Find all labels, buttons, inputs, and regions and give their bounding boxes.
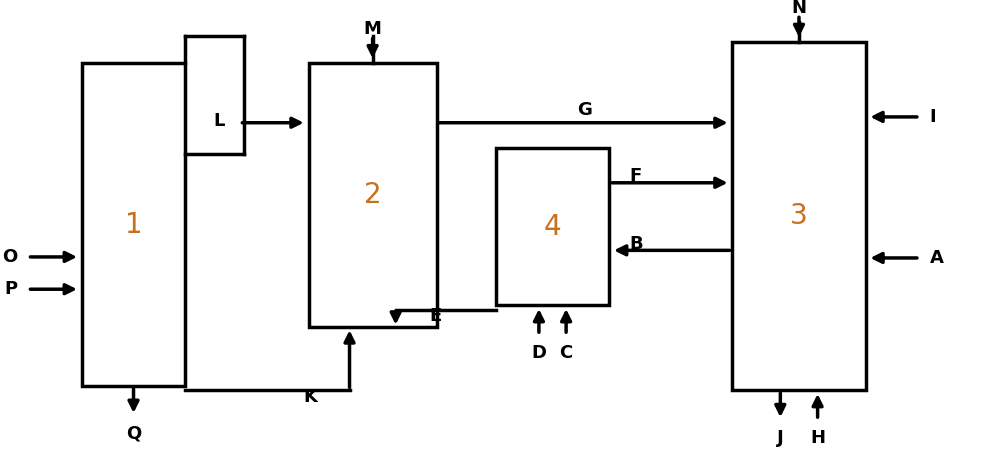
Text: A: A bbox=[930, 249, 943, 267]
Text: Q: Q bbox=[126, 424, 141, 442]
Text: I: I bbox=[930, 108, 936, 126]
Text: B: B bbox=[629, 235, 643, 253]
Text: G: G bbox=[577, 101, 592, 119]
Text: L: L bbox=[213, 111, 225, 129]
Bar bbox=[82, 63, 185, 386]
Text: F: F bbox=[629, 167, 641, 185]
Text: M: M bbox=[364, 20, 382, 38]
Bar bbox=[732, 42, 866, 390]
Text: C: C bbox=[559, 344, 573, 362]
Text: O: O bbox=[2, 248, 18, 266]
Text: H: H bbox=[810, 428, 825, 446]
Bar bbox=[496, 148, 609, 305]
Text: K: K bbox=[303, 388, 317, 406]
Text: N: N bbox=[791, 0, 806, 17]
Text: J: J bbox=[777, 428, 784, 446]
Bar bbox=[309, 63, 437, 327]
Text: D: D bbox=[531, 344, 546, 362]
Text: P: P bbox=[5, 280, 18, 298]
Text: 4: 4 bbox=[544, 213, 561, 241]
Text: 3: 3 bbox=[790, 202, 808, 230]
Text: 2: 2 bbox=[364, 181, 381, 209]
Text: 1: 1 bbox=[125, 211, 142, 239]
Text: E: E bbox=[429, 308, 441, 326]
